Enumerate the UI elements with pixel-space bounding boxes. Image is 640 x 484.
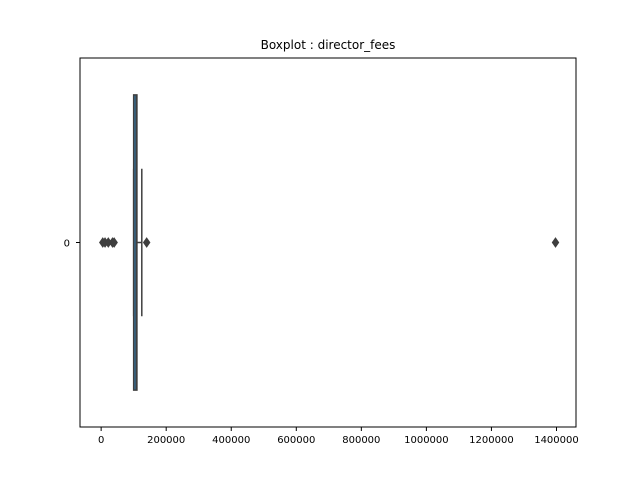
outlier-point: [110, 237, 118, 248]
x-tick-label: 800000: [342, 435, 380, 446]
x-tick-label: 400000: [212, 435, 250, 446]
x-tick-label: 1400000: [534, 435, 579, 446]
x-tick-label: 1200000: [469, 435, 514, 446]
outlier-point: [142, 237, 151, 248]
y-tick-label: 0: [64, 239, 70, 250]
outlier-point: [551, 237, 560, 248]
plot-area-frame: [79, 57, 577, 428]
box-layer: [99, 94, 560, 391]
x-tick-label: 0: [98, 435, 104, 446]
y-axis: 0: [64, 239, 80, 250]
x-tick-label: 1000000: [404, 435, 449, 446]
x-tick-label: 200000: [147, 435, 185, 446]
x-tick-label: 600000: [277, 435, 315, 446]
chart-title: Boxplot : director_fees: [261, 38, 396, 52]
x-axis: 0 200000 400000 600000 800000 1000000 1200000 1…: [98, 427, 579, 446]
